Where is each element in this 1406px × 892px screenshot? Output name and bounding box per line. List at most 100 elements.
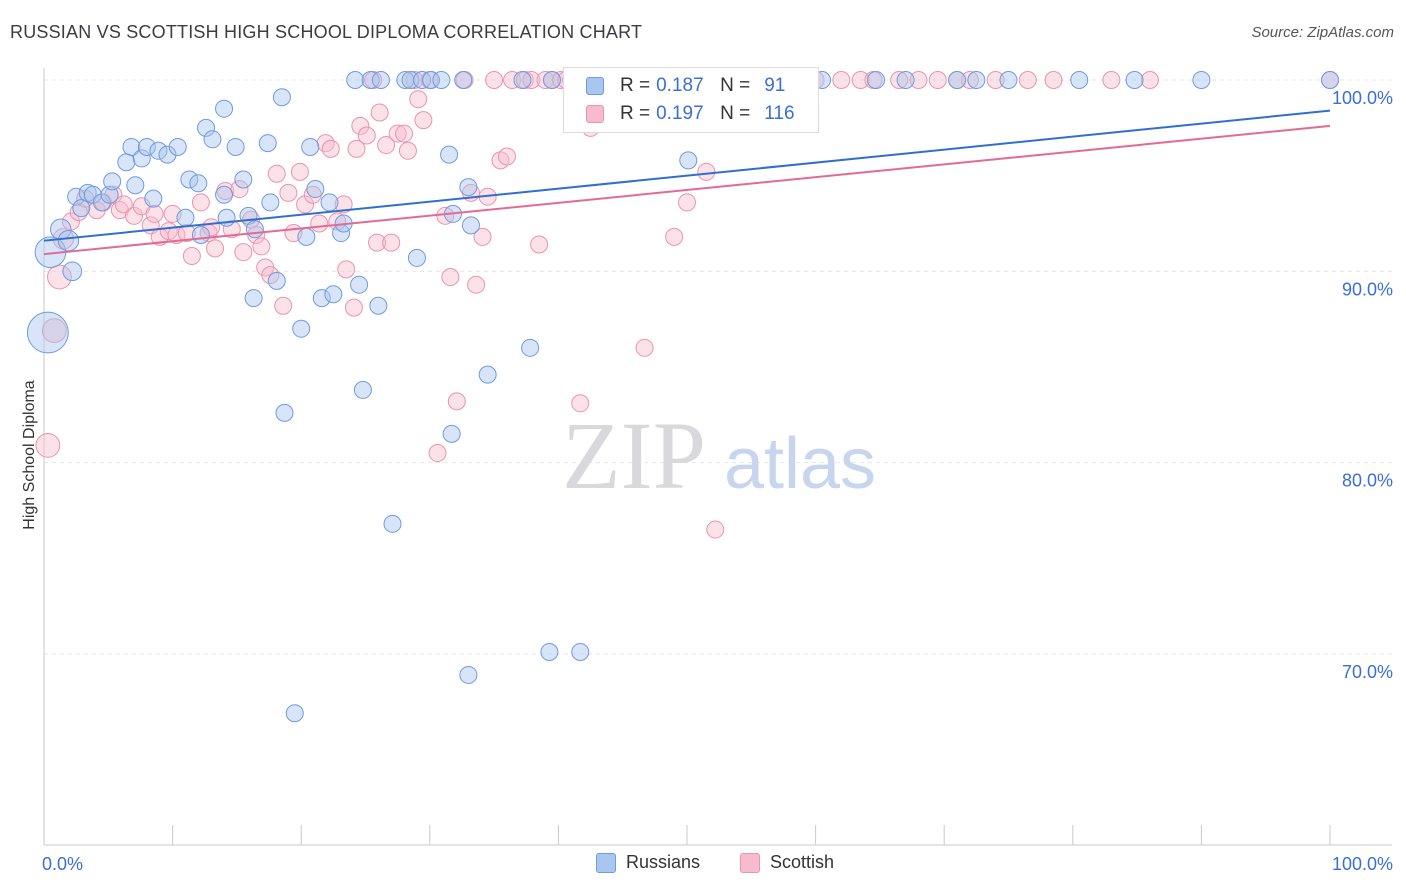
russians-point — [245, 220, 264, 239]
russians-point — [371, 71, 390, 89]
scottish-point — [485, 71, 504, 89]
y-tick-label: 70.0% — [1342, 662, 1393, 682]
scottish-swatch — [740, 852, 760, 873]
scottish-point — [428, 444, 447, 463]
legend-item-scottish[interactable]: Scottish — [740, 852, 834, 873]
russians-point — [117, 153, 136, 172]
russians-point — [158, 145, 177, 164]
russians-point — [149, 141, 168, 160]
russians-point — [350, 275, 369, 294]
scottish-point — [447, 392, 466, 411]
scottish-point — [310, 214, 329, 233]
scottish-point — [522, 71, 541, 89]
scottish-point — [267, 164, 286, 183]
russians-point — [346, 71, 365, 89]
russians-point — [867, 71, 886, 89]
russians-point — [1321, 71, 1339, 89]
y-tick-label: 100.0% — [1332, 88, 1393, 108]
russians-point — [1125, 71, 1144, 89]
russians-point — [571, 642, 590, 661]
scottish-point — [279, 183, 298, 202]
scottish-point — [909, 71, 928, 89]
scottish-point — [395, 124, 414, 143]
scottish-point — [571, 394, 590, 413]
series-legend: Russians Scottish — [0, 852, 1406, 876]
scottish-point — [145, 204, 164, 223]
scottish-point — [388, 124, 407, 143]
scottish-point — [377, 136, 396, 155]
russians-point — [226, 137, 245, 156]
russians-point — [72, 199, 91, 218]
russians-point — [191, 225, 210, 244]
russians-point — [189, 174, 208, 193]
legend-label-scottish: Scottish — [770, 852, 835, 872]
russians-point — [542, 71, 561, 89]
scottish-point — [635, 338, 654, 357]
scottish-point — [344, 298, 363, 317]
russians-point — [999, 71, 1018, 89]
russians-trend-line — [43, 109, 1331, 242]
scottish-point — [334, 195, 353, 214]
russians-point — [100, 185, 119, 204]
russians-point — [234, 170, 253, 189]
scottish-point — [247, 225, 266, 244]
russians-point — [383, 514, 402, 533]
legend-row-russians: R = 0.187 N = 91 — [586, 74, 785, 98]
russians-swatch — [596, 852, 616, 873]
scottish-point — [832, 71, 851, 89]
scottish-point — [290, 162, 309, 181]
scottish-point — [370, 103, 389, 122]
russians-point — [57, 229, 80, 252]
russians-point — [180, 170, 199, 189]
scottish-point — [1044, 71, 1063, 89]
scottish-point — [697, 162, 716, 181]
scottish-point — [177, 224, 196, 243]
scottish-point — [182, 246, 201, 265]
scottish-point — [125, 206, 144, 225]
legend-item-russians[interactable]: Russians — [596, 852, 700, 873]
r-value: 0.197 — [656, 103, 704, 124]
n-value: 116 — [764, 103, 795, 124]
russians-point — [275, 403, 294, 422]
russians-point — [297, 227, 316, 246]
trend-lines — [43, 109, 1331, 256]
russians-point — [122, 137, 141, 156]
russians-point — [312, 289, 331, 308]
russians-point — [137, 137, 156, 156]
russians-point — [103, 172, 122, 191]
y-tick-label: 80.0% — [1342, 471, 1393, 491]
russians-point — [513, 71, 532, 89]
scottish-point — [986, 71, 1005, 89]
source-label: Source: ZipAtlas.com — [1251, 24, 1394, 41]
russians-point — [292, 319, 311, 338]
scottish-point — [206, 239, 225, 258]
russians-point — [413, 71, 432, 89]
scottish-point — [414, 111, 433, 130]
scottish-point — [337, 260, 356, 279]
russians-point — [261, 193, 280, 212]
russians-point — [215, 99, 234, 118]
russians-point — [353, 380, 372, 399]
chart-title: RUSSIAN VS SCOTTISH HIGH SCHOOL DIPLOMA … — [10, 22, 643, 42]
russians-point — [285, 704, 304, 723]
watermark-zip: ZIP — [562, 402, 706, 509]
scottish-point — [347, 139, 366, 158]
russians-point — [361, 71, 380, 89]
y-tick-label: 90.0% — [1342, 279, 1393, 299]
grid-lines — [44, 79, 1392, 655]
scottish-point — [1140, 71, 1159, 89]
russians-point — [967, 71, 986, 89]
russians-points — [26, 71, 1339, 723]
russians-point — [521, 338, 540, 357]
r-value: 0.187 — [656, 75, 704, 96]
legend-row-scottish: R = 0.197 N = 116 — [586, 102, 795, 126]
scottish-swatch — [586, 105, 604, 123]
n-label: N = — [720, 103, 751, 124]
scottish-point — [409, 90, 428, 109]
scottish-point — [497, 147, 516, 166]
russians-point — [306, 180, 325, 199]
russians-point — [478, 365, 497, 384]
scottish-point — [35, 432, 61, 458]
scottish-point — [467, 275, 486, 294]
